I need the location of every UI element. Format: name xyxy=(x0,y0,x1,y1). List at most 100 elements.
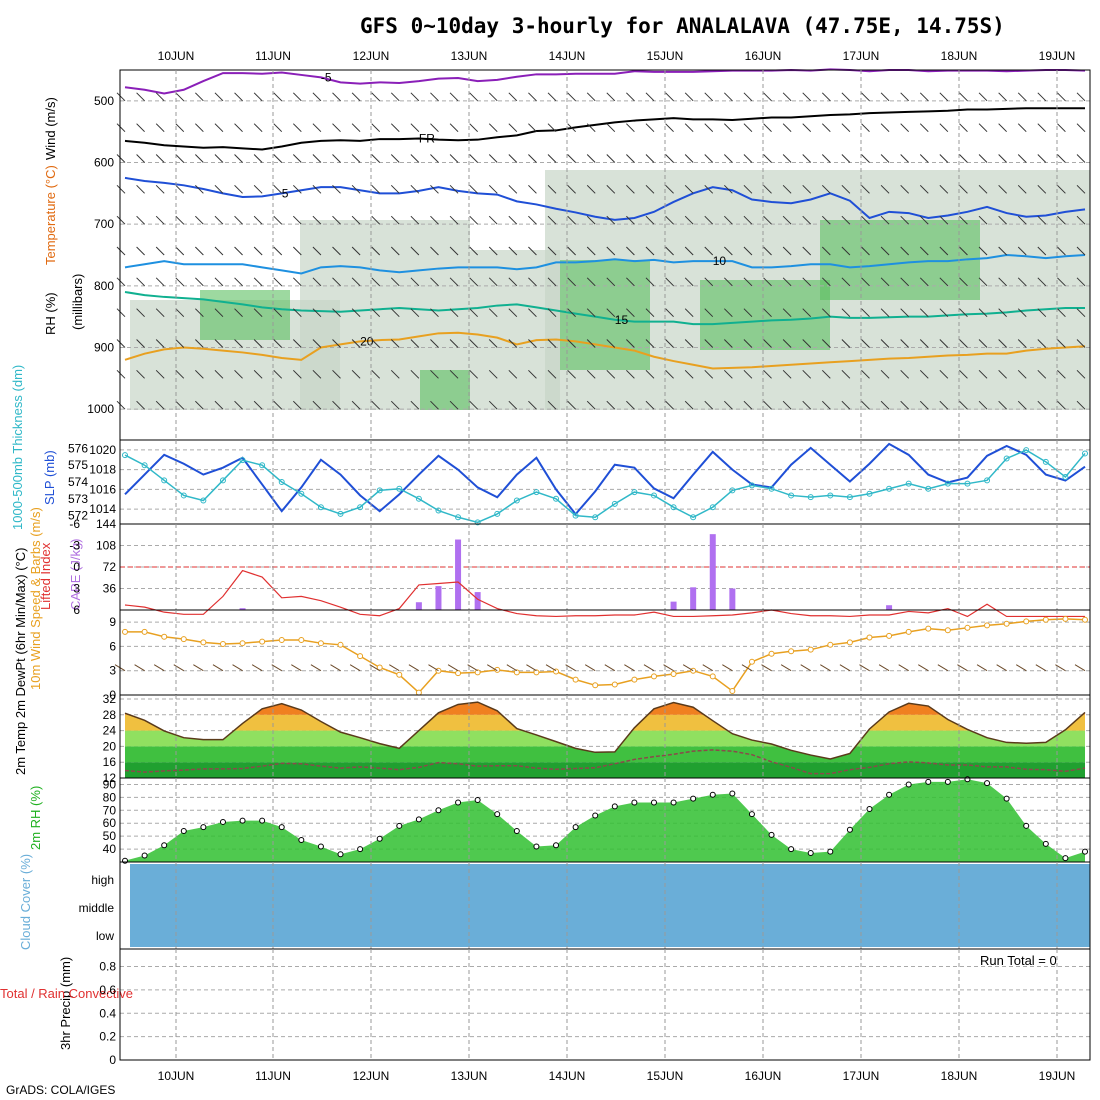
wind-speed-point xyxy=(670,670,677,677)
wind-barb xyxy=(195,400,204,410)
wind-barb xyxy=(1057,215,1066,225)
wind-barb xyxy=(547,277,557,287)
temp-tick-label: 16 xyxy=(103,755,117,769)
pressure-tick-label: 800 xyxy=(94,279,114,293)
wind-barb xyxy=(234,154,243,163)
wind-barb xyxy=(1017,277,1027,287)
wind-tick-label: 0 xyxy=(109,688,116,702)
wind-barb xyxy=(900,339,910,348)
wind-barb xyxy=(723,277,733,287)
bottom-date-label: 14JUN xyxy=(549,1069,586,1083)
wind-barb xyxy=(547,92,557,102)
rh-point xyxy=(474,796,481,803)
footer: GrADS: COLA/IGES xyxy=(6,1083,116,1097)
thickness-point xyxy=(807,494,814,501)
wind-barb xyxy=(175,277,185,287)
wind-speed-point xyxy=(631,676,638,683)
wind-speed-point xyxy=(788,648,795,655)
precip-frame xyxy=(119,948,1091,1061)
rh-point xyxy=(455,799,462,806)
rh2m-ylabel: 2m RH (%) xyxy=(28,786,43,850)
wind-barb xyxy=(332,92,341,102)
wind-barb xyxy=(586,277,596,287)
wind10m-frame xyxy=(119,609,1091,696)
thickness-point xyxy=(925,485,932,492)
wind-barb xyxy=(155,184,165,194)
wind-barb xyxy=(136,92,145,102)
rh-point xyxy=(709,791,716,798)
wind-speed-point xyxy=(533,669,540,676)
wind-barb xyxy=(998,277,1007,287)
wind-barb xyxy=(978,277,988,287)
wind-speed-point xyxy=(1003,620,1010,627)
wind-barb xyxy=(645,277,655,287)
cloud-tick-label: high xyxy=(91,873,114,887)
wind-barb xyxy=(998,92,1007,102)
wind-barb xyxy=(821,184,831,194)
top-date-label: 18JUN xyxy=(941,49,978,63)
wind-barb xyxy=(841,246,851,256)
wind-barb xyxy=(155,246,165,256)
rh-point xyxy=(1023,822,1030,829)
wind-barb xyxy=(606,246,616,256)
wind-barb xyxy=(351,154,361,163)
wind-barb xyxy=(488,400,498,410)
wind-barb-10m xyxy=(153,664,165,672)
wind-barb xyxy=(312,215,322,225)
wind-barb xyxy=(332,154,341,163)
wind-barb xyxy=(861,123,870,133)
wind-barb xyxy=(1076,369,1086,379)
wind-barb xyxy=(841,123,851,133)
wind-barb xyxy=(175,92,185,102)
wind-barb xyxy=(998,308,1007,318)
lifted-index-line xyxy=(124,569,1085,618)
wind-barb xyxy=(351,400,361,410)
wind-barb xyxy=(214,123,224,133)
wind-barb xyxy=(430,339,439,348)
wind-barb xyxy=(390,154,400,163)
wind-barb xyxy=(665,246,674,256)
wind-barb xyxy=(919,123,929,133)
rh-point xyxy=(161,842,168,849)
wind-barb xyxy=(195,277,204,287)
wind-barb xyxy=(684,123,694,133)
wind-barb xyxy=(782,154,792,163)
wind-barb xyxy=(371,123,381,133)
wind-barb-10m xyxy=(878,664,890,672)
temp-band xyxy=(125,746,1085,763)
wind-barb xyxy=(508,369,518,379)
thickness-point xyxy=(513,497,520,504)
wind-barb xyxy=(351,215,361,225)
wind-barb xyxy=(1037,184,1047,194)
wind-barb xyxy=(253,154,263,163)
wind-barb xyxy=(508,184,518,194)
slp-tick-label: 1018 xyxy=(89,463,116,477)
thickness-point xyxy=(1023,447,1030,454)
wind-barb xyxy=(1017,215,1027,225)
rh-point xyxy=(298,837,305,844)
wind-barb-10m xyxy=(663,664,674,672)
wind-barb xyxy=(430,246,439,256)
wind-barb xyxy=(998,154,1007,163)
wind-barb xyxy=(136,215,145,225)
wind-barb xyxy=(449,123,459,133)
wind-barb xyxy=(214,154,224,163)
thickness-point xyxy=(435,507,442,514)
wind-barb xyxy=(841,339,851,348)
wind-barb xyxy=(175,154,185,163)
wind-barb xyxy=(214,184,224,194)
thickness-point xyxy=(376,487,383,494)
wind-barb xyxy=(1076,154,1086,163)
wind-barb xyxy=(782,369,792,379)
wind-barb xyxy=(919,339,929,348)
wind-barb xyxy=(155,154,165,163)
wind-barb xyxy=(175,369,185,379)
wind-barb xyxy=(214,339,224,348)
wind-barb xyxy=(763,92,772,102)
wind-barb xyxy=(351,123,361,133)
wind-barb xyxy=(626,277,635,287)
wind-barb xyxy=(371,92,381,102)
wind-barb xyxy=(449,308,459,318)
top-date-label: 10JUN xyxy=(158,49,195,63)
wind-tick-label: 3 xyxy=(109,664,116,678)
